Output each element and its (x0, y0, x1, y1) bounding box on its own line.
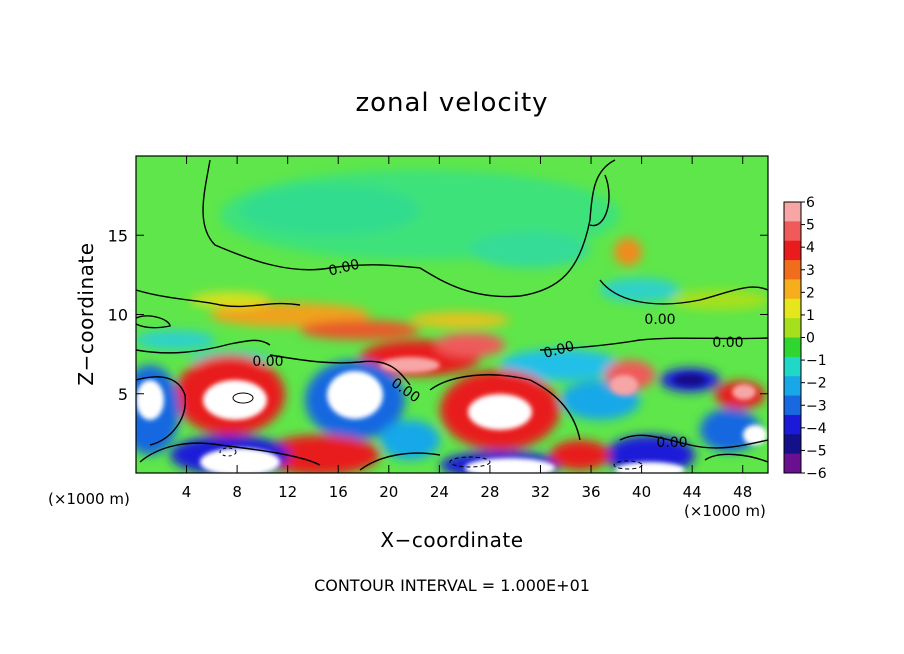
colorbar-label: −1 (806, 353, 827, 369)
heatmap-field: 0.000.000.000.000.000.000.00 (136, 156, 768, 473)
colorbar-label: −3 (806, 398, 827, 414)
colorbar-label: 1 (806, 308, 815, 324)
colorbar-label: 4 (806, 240, 815, 256)
colorbar-swatch (784, 337, 801, 358)
colorbar-swatch (784, 202, 801, 222)
contour-label: 0.00 (542, 338, 576, 362)
x-tick-label: 28 (480, 483, 499, 501)
colorbar-swatch (784, 434, 801, 455)
colorbar-swatch (784, 221, 801, 242)
colorbar-swatch (784, 279, 801, 300)
x-tick-label: 4 (182, 483, 192, 501)
y-tick-label: 5 (118, 385, 128, 404)
x-tick-label: 36 (581, 483, 600, 501)
x-tick-label: 40 (632, 483, 651, 501)
field-blobs (136, 170, 768, 473)
contour-label: 0.00 (327, 257, 361, 280)
colorbar-swatch (784, 414, 801, 435)
x-unit-label-right: (×1000 m) (684, 502, 766, 520)
x-tick-label: 12 (278, 483, 297, 501)
zero-contours (136, 159, 768, 471)
colorbar-label: −5 (806, 443, 827, 459)
colorbar-label: 6 (806, 195, 815, 211)
colorbar: 6 5 4 3 2 1 0 −1 −2 −3 −4 −5 −6 (783, 195, 827, 482)
colorbar-label: 3 (806, 263, 815, 279)
colorbar-label: 5 (806, 218, 815, 234)
colorbar-swatch (784, 260, 801, 280)
colorbar-label: −2 (806, 376, 827, 392)
x-tick-label: 16 (329, 483, 348, 501)
contour-interval-note: CONTOUR INTERVAL = 1.000E+01 (314, 576, 590, 595)
y-axis-ticks: 5 10 15 (108, 226, 768, 404)
colorbar-label: 0 (806, 331, 815, 347)
colorbar-swatch (784, 356, 801, 377)
y-tick-label: 15 (108, 226, 128, 245)
colorbar-label: −4 (806, 421, 827, 437)
x-tick-label: 24 (430, 483, 449, 501)
colorbar-label: −6 (806, 466, 827, 482)
x-tick-label: 48 (733, 483, 752, 501)
colorbar-label: 2 (806, 285, 815, 301)
x-tick-label: 20 (379, 483, 398, 501)
chart-title: zonal velocity (355, 88, 549, 118)
x-unit-label-left: (×1000 m) (48, 490, 130, 508)
contour-label: 0.00 (252, 354, 283, 370)
contour-label: 0.00 (644, 312, 675, 328)
colorbar-swatch (784, 318, 801, 338)
x-axis-ticks: 4 8 12 16 20 24 28 32 36 40 44 48 (182, 156, 752, 501)
y-tick-label: 10 (108, 306, 128, 325)
colorbar-swatch (784, 395, 801, 416)
x-axis-label: X−coordinate (380, 528, 524, 552)
colorbar-swatch (784, 376, 801, 397)
x-tick-label: 44 (683, 483, 702, 501)
x-tick-label: 32 (531, 483, 550, 501)
colorbar-swatch (784, 240, 801, 261)
colorbar-swatch (784, 453, 801, 474)
colorbar-swatch (784, 298, 801, 319)
contour-label: 0.00 (656, 435, 687, 451)
x-tick-label: 8 (232, 483, 242, 501)
contour-label: 0.00 (712, 335, 743, 351)
